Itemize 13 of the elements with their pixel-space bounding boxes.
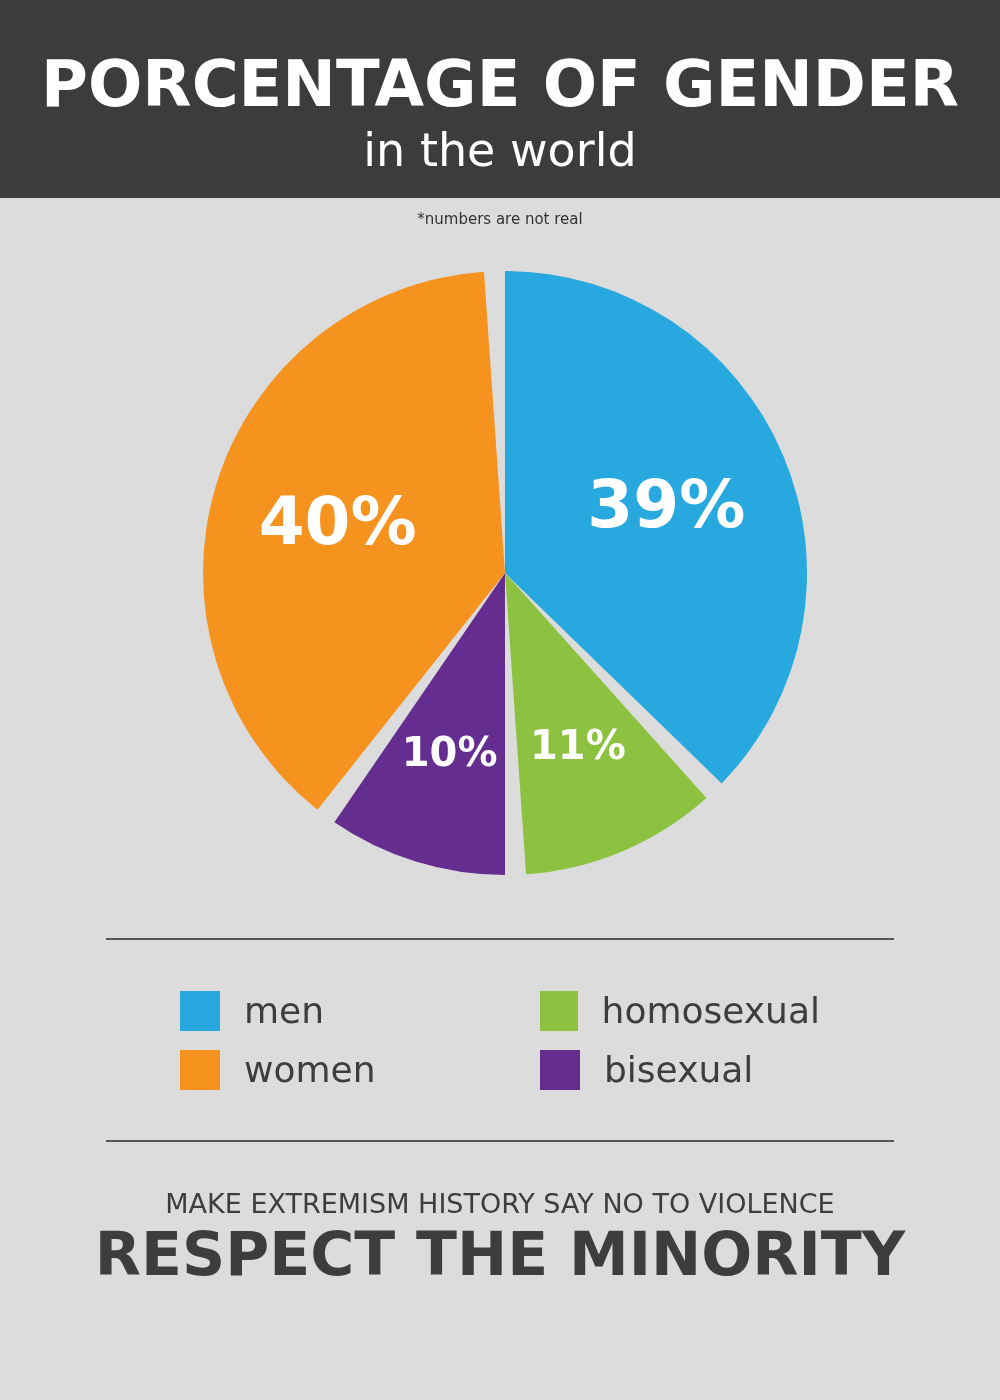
chart-title: PORCENTAGE OF GENDER [40, 47, 960, 121]
text: MAKE EXTREMISM HISTORY SAY NO TO VIOLENCE [164, 1188, 836, 1219]
legend-label: homosexual [601, 990, 820, 1031]
legend-label: bisexual [604, 1049, 754, 1090]
text: RESPECT THE MINORITY [93, 1219, 907, 1289]
legend-label: men [244, 990, 325, 1031]
chart-subtitle: in the world [362, 122, 638, 179]
text: *numbers are not real [416, 210, 584, 228]
legend-label: women [244, 1049, 376, 1090]
data-label: 11% [530, 722, 626, 769]
data-label: 39% [587, 466, 746, 544]
data-label: 40% [258, 482, 417, 560]
data-label: 10% [401, 728, 498, 775]
